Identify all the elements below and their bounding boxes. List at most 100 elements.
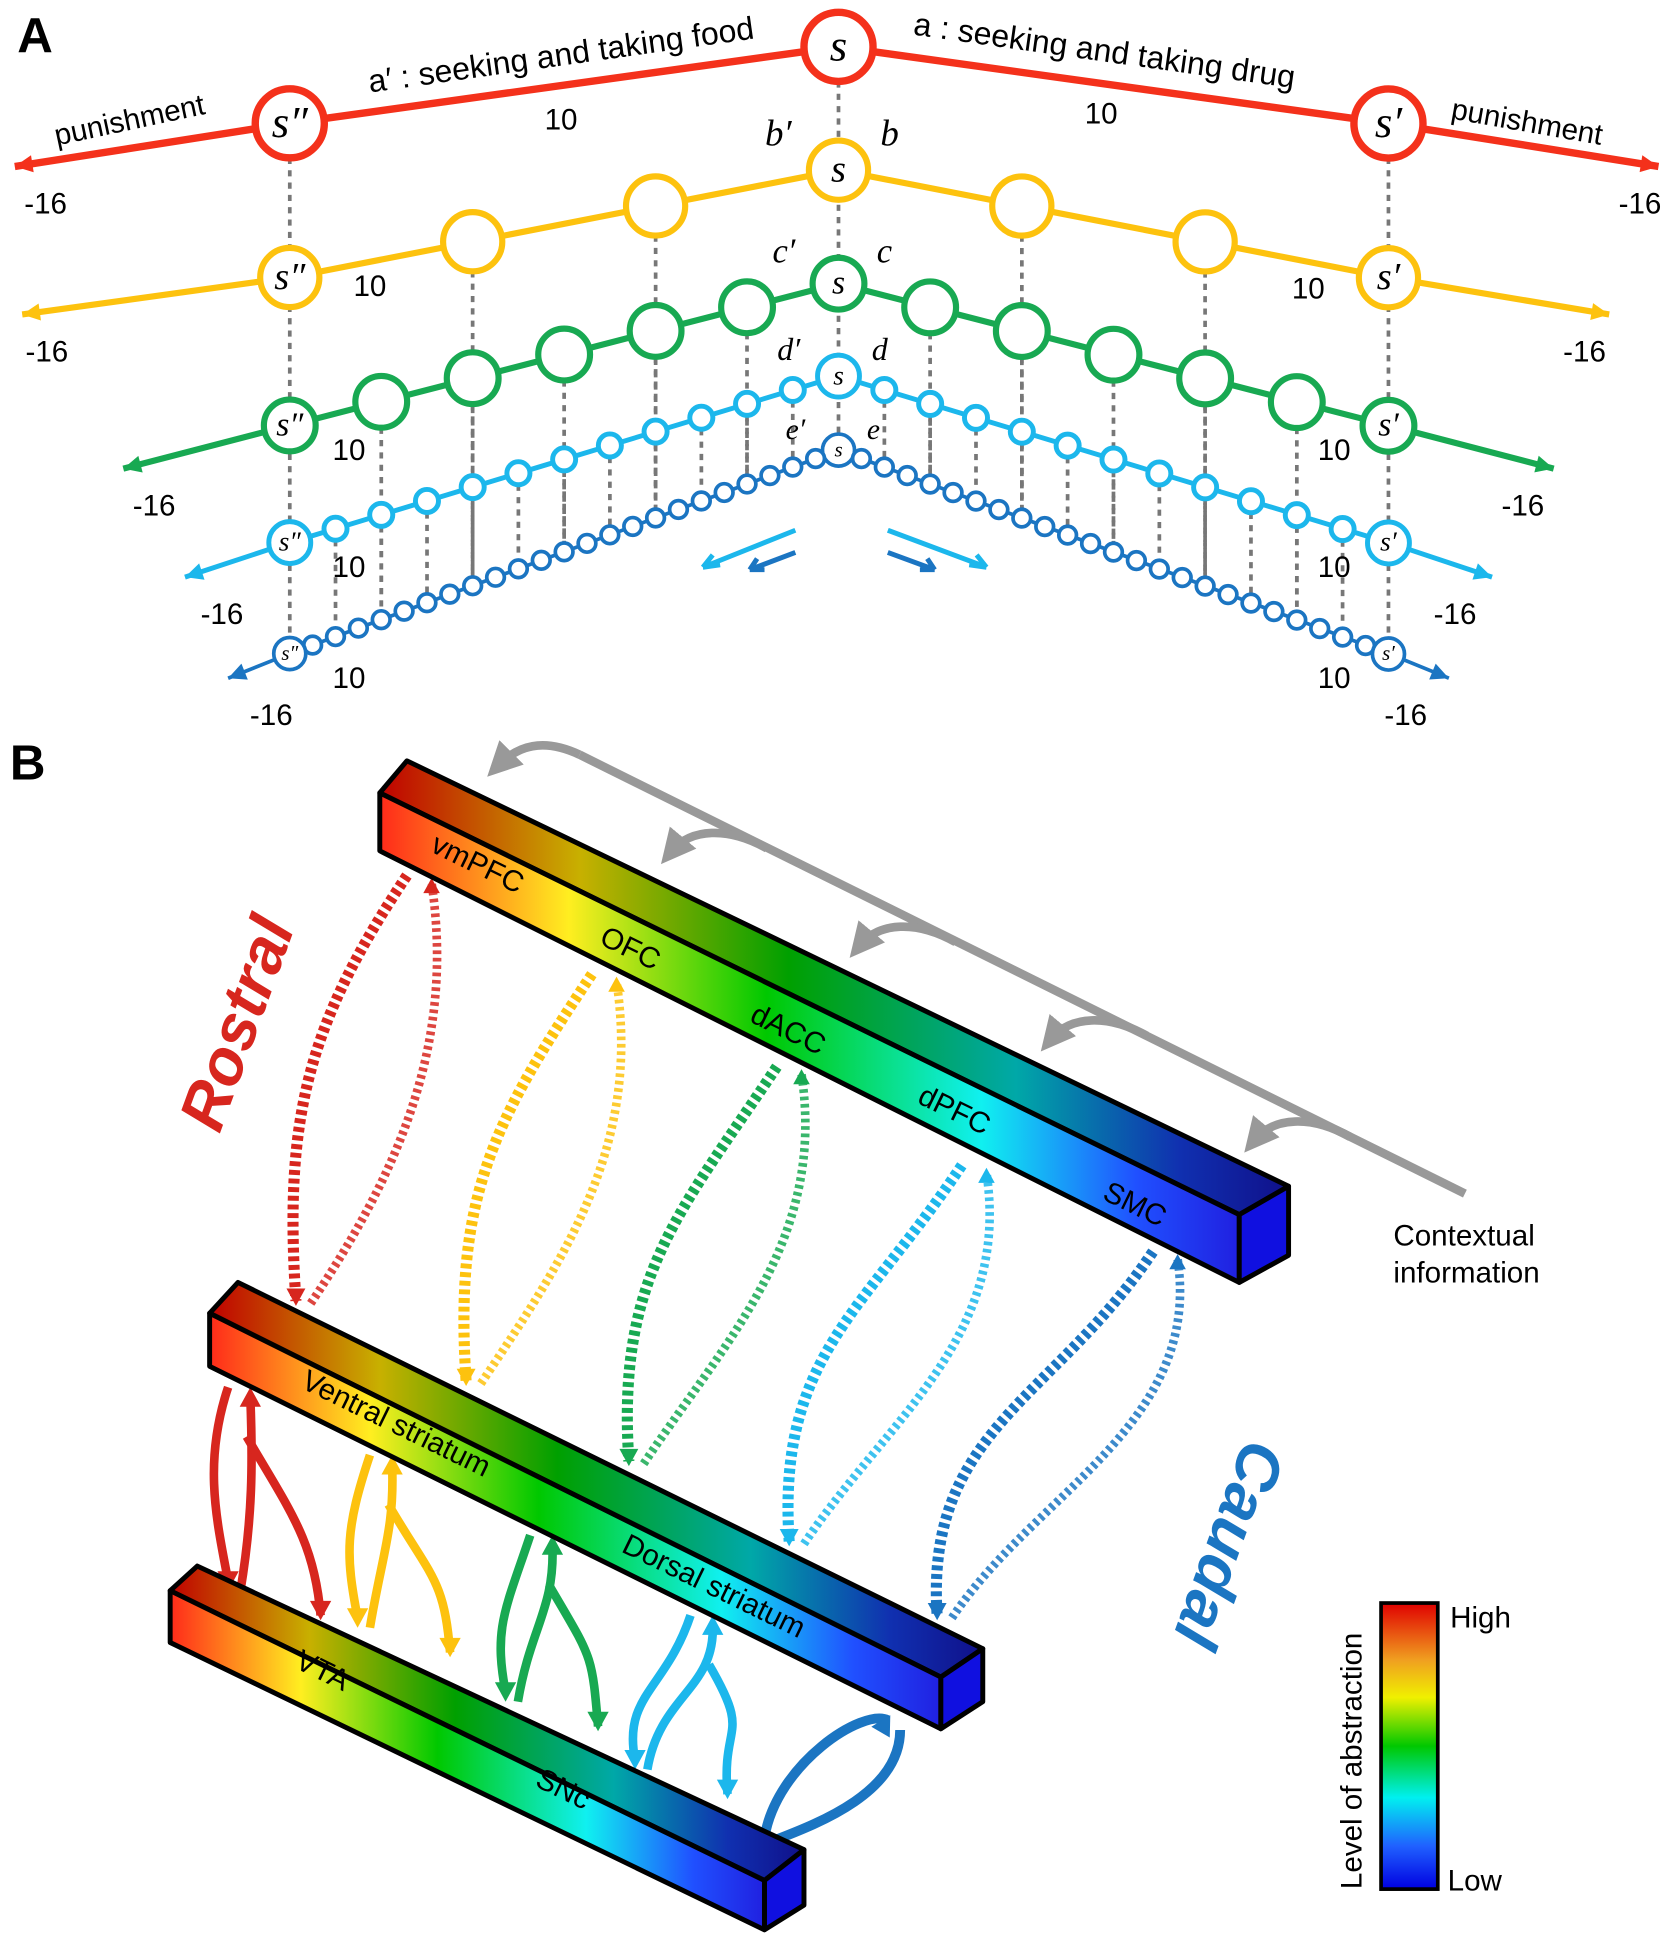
state-node [271, 635, 308, 672]
rostral-label: Rostral [165, 906, 309, 1139]
action-label-right: b [880, 114, 899, 155]
action-label-left: d′ [777, 331, 801, 367]
intermediate-node [718, 278, 777, 337]
intermediate-node [443, 349, 502, 408]
action-transition-right [837, 43, 1389, 127]
arrowhead-icon [587, 1711, 609, 1732]
state-node [1350, 85, 1427, 162]
arrowhead-icon [286, 1288, 306, 1306]
arrowhead-icon [927, 1602, 947, 1621]
punishment-transition [1387, 119, 1660, 171]
state-node [1359, 396, 1418, 455]
reward-label-right: 10 [1318, 662, 1351, 695]
chain-level-5: s s″ s′ e′ e 10 10 -16 -16 [227, 414, 1450, 732]
intermediate-node [535, 325, 594, 384]
arrowhead-icon [702, 1615, 724, 1635]
state-node [251, 85, 329, 162]
intermediate-node [736, 473, 758, 495]
ascending-projection [236, 1396, 256, 1592]
arrowhead-icon [423, 877, 440, 894]
intermediate-node [901, 278, 960, 337]
intermediate-node [713, 481, 735, 504]
right-arrow-icon [886, 527, 989, 570]
state-node [800, 8, 877, 86]
intermediate-node [440, 209, 506, 275]
chain-level-3: s s″ s′ c′ c 10 10 -16 -16 [122, 233, 1555, 522]
state-node [815, 352, 862, 400]
intermediate-node [1171, 566, 1193, 589]
descending-projection [209, 1385, 233, 1582]
colorbar-high-label: High [1450, 1602, 1511, 1635]
intermediate-node [1102, 541, 1125, 563]
intermediate-node [1148, 558, 1170, 580]
intermediate-node [576, 532, 598, 555]
intermediate-node [507, 558, 530, 580]
arrowhead-icon [779, 1529, 799, 1547]
state-node [266, 519, 314, 567]
punishment-value-right: -16 [1501, 489, 1544, 522]
arrowhead-icon [22, 303, 41, 321]
cortex-striatum-loop [779, 1162, 995, 1547]
state-label-s-double-prime: s″ [276, 407, 304, 444]
ascending-projection [513, 1544, 557, 1703]
context-label: information [1393, 1256, 1539, 1289]
state-label-s: s [831, 149, 846, 191]
arrowhead-icon [1639, 155, 1659, 173]
midbrain-bar [167, 1563, 807, 1933]
arrowhead-icon [1590, 303, 1610, 320]
state-node [805, 137, 872, 203]
descending-projection [496, 1533, 535, 1693]
punishment-value-left: -16 [250, 699, 293, 732]
intermediate-node [1236, 487, 1265, 516]
panel-b-label: B [10, 735, 46, 790]
intermediate-node [622, 515, 644, 538]
intermediate-node [687, 403, 716, 432]
arrowhead-icon [716, 1779, 739, 1800]
arrowhead-icon [541, 1535, 564, 1555]
action-label-left: b′ [765, 114, 792, 155]
reward-label-right: 10 [1318, 434, 1351, 467]
intermediate-node [370, 608, 392, 631]
ascending-projection [948, 1258, 1185, 1621]
arrowhead-icon [228, 663, 248, 680]
cortico-striatal-loops [209, 872, 1186, 1847]
arrowhead-icon [14, 155, 34, 173]
intermediate-node [462, 575, 484, 597]
intermediate-node [1286, 609, 1308, 631]
ascending-projection [477, 980, 626, 1386]
intermediate-node [1079, 532, 1102, 555]
cortex-striatum-loop [286, 872, 442, 1306]
state-node [1365, 519, 1412, 567]
chain-level-4: s s″ s′ d′ d 10 10 -16 -16 [184, 331, 1493, 631]
intermediate-node [553, 541, 575, 563]
state-node [1370, 636, 1407, 672]
intermediate-node [1282, 501, 1311, 530]
arrowhead-icon [624, 1750, 646, 1770]
cortex-bar [377, 758, 1292, 1285]
descending-projection [458, 971, 597, 1382]
ascending-projection [365, 1464, 397, 1629]
contextual-information-arrow [487, 740, 1467, 1198]
action-label-left: c′ [772, 233, 795, 271]
action-label-right: d [872, 331, 889, 367]
intermediate-node [458, 473, 487, 502]
intermediate-node [1267, 373, 1326, 432]
punishment-value-left: -16 [133, 489, 176, 522]
context-label: Contextual [1393, 1219, 1534, 1252]
intermediate-node [626, 301, 685, 360]
arrowhead-icon [608, 976, 625, 992]
state-label-s: s [833, 360, 844, 390]
intermediate-node [759, 464, 781, 487]
intermediate-node [1194, 575, 1216, 597]
intermediate-node [667, 498, 690, 521]
state-label-s-double-prime: s″ [281, 641, 298, 665]
striatum-midbrain-loop [759, 1713, 906, 1847]
descending-projection [930, 1248, 1158, 1616]
direction-arrows [700, 527, 989, 573]
ascending-projection [640, 1073, 810, 1467]
spiral-projection [242, 1434, 325, 1616]
intermediate-node [1145, 459, 1174, 488]
intermediate-node [530, 549, 552, 571]
colorbar-title: Level of abstraction [1335, 1633, 1368, 1890]
state-label-s-double-prime: s″ [279, 527, 302, 557]
